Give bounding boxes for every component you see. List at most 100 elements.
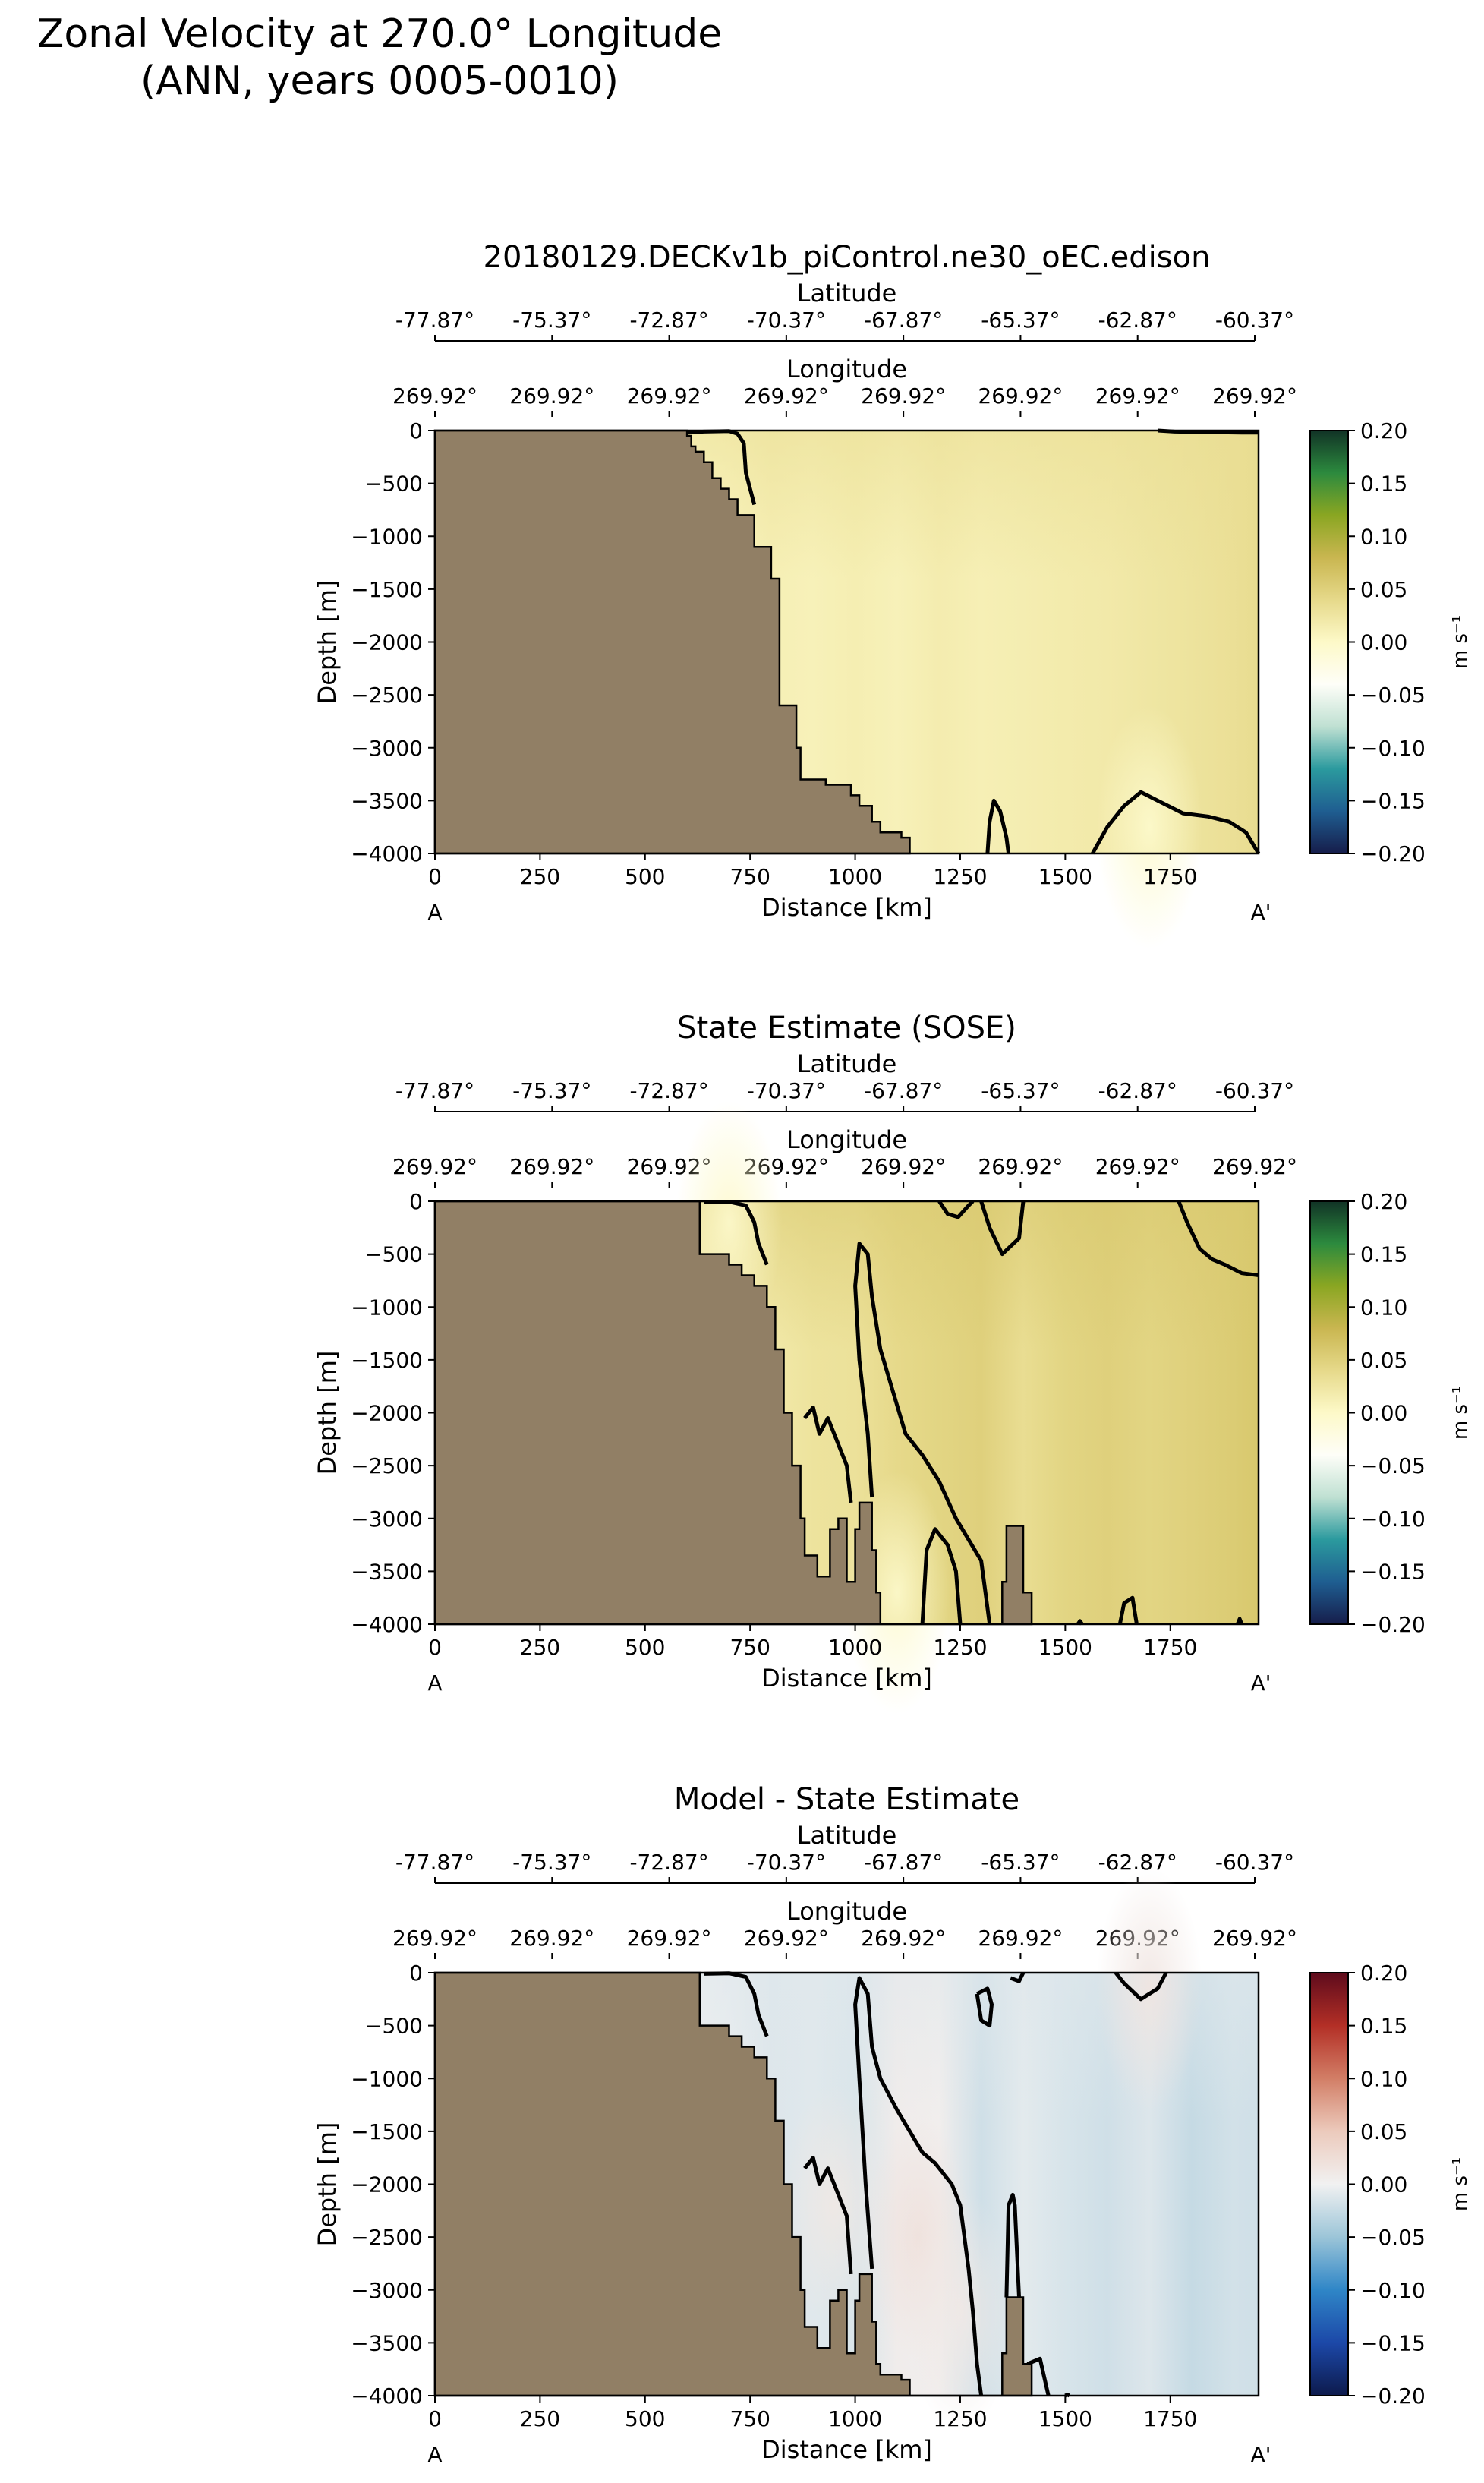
y-tick-label: −3500	[351, 1559, 423, 1584]
latitude-tick-label: -72.87°	[629, 1850, 708, 1875]
colorbar-tick-label: −0.05	[1360, 2225, 1426, 2250]
zero-contour	[1117, 1595, 1139, 1625]
latitude-tick-label: -67.87°	[864, 1078, 943, 1103]
colorbar-tick-label: −0.05	[1360, 1453, 1426, 1478]
y-tick-label: −4000	[351, 841, 423, 866]
colorbar-tick-label: 0.05	[1360, 577, 1407, 602]
latitude-tick-label: -60.37°	[1215, 308, 1294, 333]
colorbar-tick-label: −0.15	[1360, 2330, 1426, 2355]
zero-contour	[1114, 1971, 1168, 2002]
longitude-tick-label: 269.92°	[861, 383, 946, 409]
zero-contour	[1076, 1619, 1084, 1626]
velocity-anomaly	[906, 2189, 1013, 2433]
section-end-label: A'	[1251, 2442, 1271, 2467]
latitude-tick-label: -77.87°	[395, 1078, 474, 1103]
panel-model: 20180129.DECKv1b_piControl.ne30_oEC.edis…	[313, 240, 1472, 949]
latitude-tick-label: -67.87°	[864, 1850, 943, 1875]
x-tick-label: 750	[729, 864, 770, 889]
y-tick-label: −3500	[351, 2330, 423, 2355]
colorbar	[1309, 1972, 1349, 2396]
y-tick-label: −2500	[351, 1453, 423, 1478]
zero-contour	[1010, 1971, 1026, 1983]
x-tick-label: 1250	[933, 864, 987, 889]
y-tick-label: −4000	[351, 2384, 423, 2409]
colorbar-tick-label: −0.05	[1360, 683, 1426, 708]
x-tick-label: 1750	[1143, 2406, 1197, 2431]
x-tick-label: 1000	[828, 2406, 882, 2431]
x-tick-label: 750	[729, 2406, 770, 2431]
colorbar-tick-label: 0.20	[1360, 1189, 1407, 1214]
colorbar-tick-label: 0.20	[1360, 1961, 1407, 1986]
y-tick-label: −3500	[351, 788, 423, 813]
panel-title: State Estimate (SOSE)	[677, 1011, 1016, 1046]
zero-contour	[979, 1200, 1026, 1257]
colorbar-tick-label: −0.20	[1360, 1612, 1426, 1637]
bathymetry-mask	[433, 429, 911, 855]
y-axis-label: Depth [m]	[313, 1351, 342, 1475]
y-tick-label: −2500	[351, 2225, 423, 2250]
x-tick-label: 250	[520, 1635, 560, 1660]
y-tick-label: −1000	[351, 524, 423, 549]
latitude-tick-label: -67.87°	[864, 308, 943, 333]
longitude-tick-label: 269.92°	[1095, 1154, 1180, 1179]
colorbar-label: m s⁻¹	[1449, 2157, 1472, 2211]
latitude-tick-label: -60.37°	[1215, 1078, 1294, 1103]
longitude-tick-label: 269.92°	[509, 1154, 594, 1179]
x-tick-label: 750	[729, 1635, 770, 1660]
y-tick-label: −3000	[351, 736, 423, 761]
longitude-tick-label: 269.92°	[1212, 1154, 1297, 1179]
longitude-tick-label: 269.92°	[509, 383, 594, 409]
y-tick-label: −500	[364, 1242, 423, 1267]
latitude-tick-label: -72.87°	[629, 308, 708, 333]
longitude-tick-label: 269.92°	[978, 1926, 1063, 1951]
latitude-axis-label: Latitude	[797, 1821, 897, 1850]
bathymetry-mask	[433, 1971, 1033, 2397]
y-tick-label: −3000	[351, 1507, 423, 1532]
y-tick-label: −1000	[351, 1295, 423, 1320]
longitude-tick-label: 269.92°	[627, 1926, 712, 1951]
x-tick-label: 1750	[1143, 864, 1197, 889]
x-axis-label: Distance [km]	[761, 1664, 932, 1693]
velocity-anomaly	[780, 2084, 887, 2327]
section-start-label: A	[427, 1671, 442, 1696]
zero-contour	[853, 1242, 992, 1625]
latitude-tick-label: -70.37°	[747, 1850, 826, 1875]
colorbar-tick-label: −0.15	[1360, 1559, 1426, 1584]
x-tick-label: 250	[520, 864, 560, 889]
latitude-axis-label: Latitude	[797, 279, 897, 308]
colorbar-tick-label: −0.20	[1360, 2384, 1426, 2409]
longitude-tick-label: 269.92°	[1212, 1926, 1297, 1951]
x-tick-label: 1250	[933, 2406, 987, 2431]
colorbar	[1309, 430, 1349, 854]
section-end-label: A'	[1251, 1671, 1271, 1696]
latitude-tick-label: -62.87°	[1098, 1078, 1177, 1103]
x-tick-label: 0	[428, 2406, 442, 2431]
longitude-tick-label: 269.92°	[392, 1154, 477, 1179]
colorbar-label: m s⁻¹	[1449, 615, 1472, 669]
colorbar-tick-label: 0.15	[1360, 2014, 1407, 2039]
bathymetry-mask	[433, 1200, 1033, 1626]
zero-contour	[1091, 790, 1261, 855]
y-tick-label: −1000	[351, 2066, 423, 2091]
zero-contour	[1235, 1617, 1244, 1625]
x-tick-label: 1500	[1038, 1635, 1092, 1660]
y-tick-label: 0	[409, 1961, 423, 1986]
colorbar-tick-label: −0.10	[1360, 736, 1426, 761]
y-tick-label: −1500	[351, 577, 423, 602]
y-tick-label: −3000	[351, 2278, 423, 2303]
zero-contour	[920, 1527, 963, 1625]
latitude-tick-label: -77.87°	[395, 308, 474, 333]
zero-contour	[985, 798, 1011, 854]
y-tick-label: −2500	[351, 683, 423, 708]
longitude-tick-label: 269.92°	[392, 1926, 477, 1951]
section-start-label: A	[427, 2442, 442, 2467]
latitude-tick-label: -75.37°	[512, 1078, 591, 1103]
x-tick-label: 500	[625, 1635, 665, 1660]
x-tick-label: 1000	[828, 1635, 882, 1660]
x-tick-label: 1750	[1143, 1635, 1197, 1660]
y-tick-label: −500	[364, 472, 423, 497]
y-axis-label: Depth [m]	[313, 580, 342, 705]
figure-suptitle: Zonal Velocity at 270.0° Longitude (ANN,…	[36, 11, 723, 104]
longitude-axis-label: Longitude	[786, 1897, 907, 1926]
colorbar-tick-label: −0.10	[1360, 1507, 1426, 1532]
